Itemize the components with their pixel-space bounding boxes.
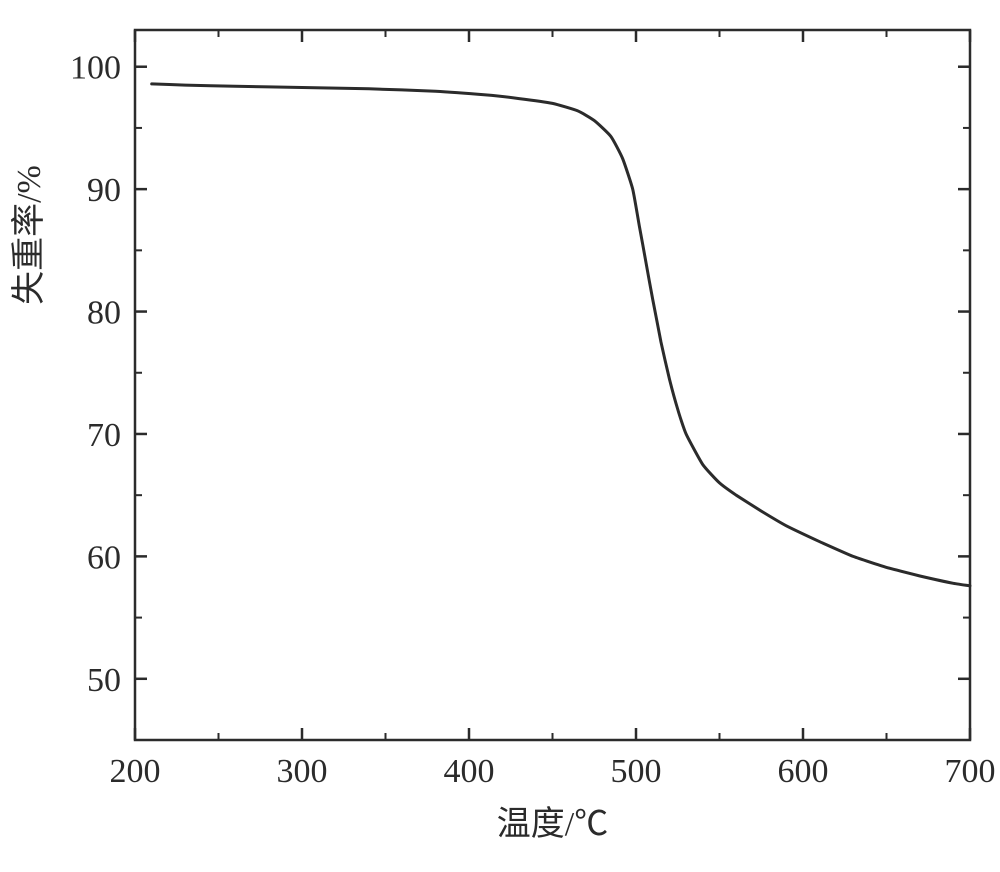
x-tick-label: 600 (778, 753, 829, 790)
y-tick-label: 70 (87, 417, 121, 454)
chart-svg: 200 300 400 500 600 700 50 60 70 80 90 100 温度/℃ 失重率/% (0, 0, 1000, 872)
x-axis-label: 温度/℃ (497, 805, 608, 843)
y-axis-label: 失重率/% (10, 165, 48, 305)
x-tick-label: 200 (110, 753, 161, 790)
x-tick-label: 300 (277, 753, 328, 790)
y-tick-label: 50 (87, 662, 121, 699)
x-tick-label: 700 (945, 753, 996, 790)
tga-chart: 200 300 400 500 600 700 50 60 70 80 90 100 温度/℃ 失重率/% (0, 0, 1000, 872)
x-tick-label: 400 (444, 753, 495, 790)
y-tick-label: 100 (70, 50, 121, 87)
x-tick-label: 500 (611, 753, 662, 790)
y-tick-label: 90 (87, 172, 121, 209)
y-tick-label: 80 (87, 295, 121, 332)
y-tick-label: 60 (87, 539, 121, 576)
